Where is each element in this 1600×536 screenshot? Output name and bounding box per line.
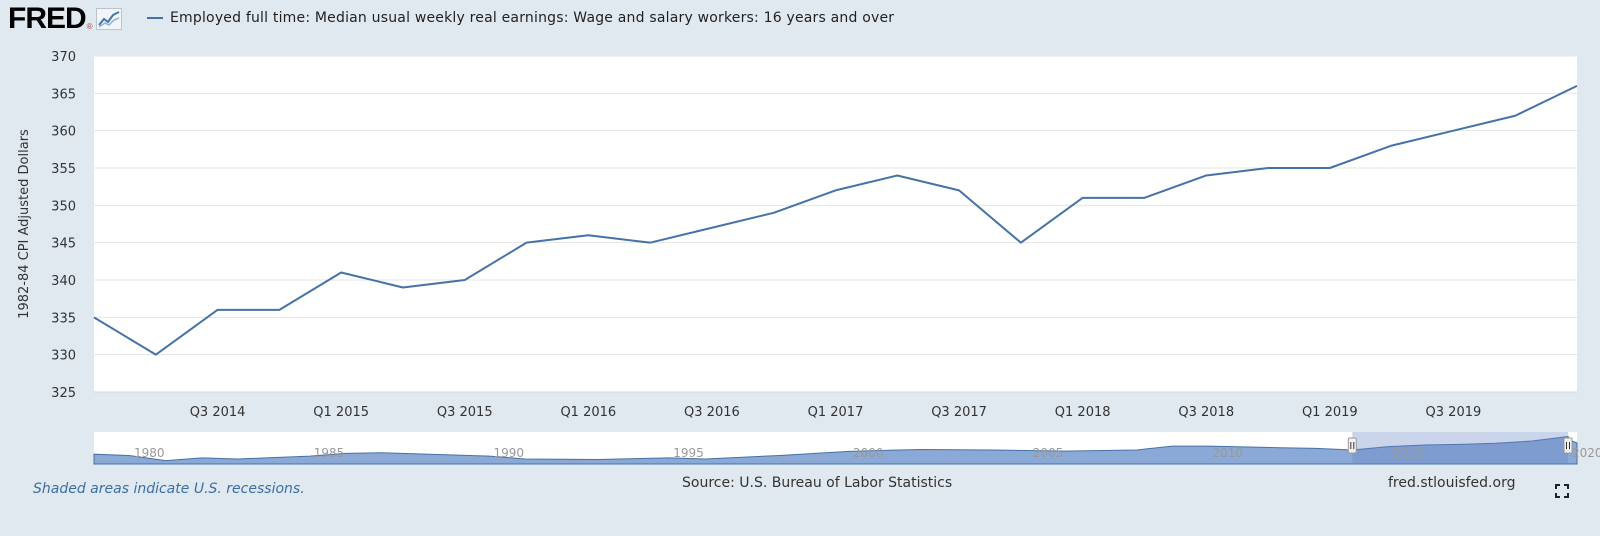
x-axis-ticks: Q3 2014 Q1 2015 Q3 2015 Q1 2016 Q3 2016 Q1 20…	[190, 405, 1482, 420]
x-tick-label: Q3 2017	[931, 405, 987, 420]
range-navigator[interactable]: 1980 1985 1990 1995 2000 2005 2010 2015 2020	[93, 432, 1600, 465]
series-line[interactable]	[93, 84, 1578, 356]
x-tick-label: Q1 2018	[1055, 405, 1111, 420]
navigator-handle[interactable]	[1563, 437, 1573, 454]
y-tick-label: 355	[51, 162, 76, 177]
plot-background	[94, 56, 1577, 392]
navigator-year-label: 1985	[314, 446, 345, 460]
y-tick-label: 325	[51, 386, 76, 401]
recession-note: Shaded areas indicate U.S. recessions.	[33, 481, 305, 497]
y-tick-label: 335	[51, 311, 76, 326]
chart-area: 325 330 335 340 345 350 355 360 365 370 Q3 2014 Q1…	[17, 50, 1600, 465]
chart-header: FRED ® Employed full time: Median usual …	[0, 0, 1600, 40]
fullscreen-icon[interactable]	[1555, 484, 1569, 498]
gridlines	[94, 55, 1577, 393]
navigator-year-label: 2020	[1572, 446, 1600, 460]
x-tick-label: Q1 2017	[808, 405, 864, 420]
x-tick-label: Q3 2019	[1426, 405, 1482, 420]
chart-legend[interactable]: Employed full time: Median usual weekly …	[147, 10, 894, 26]
y-axis-label: 1982-84 CPI Adjusted Dollars	[17, 129, 32, 319]
navigator-year-label: 1995	[673, 446, 704, 460]
y-axis-ticks: 325 330 335 340 345 350 355 360 365 370	[51, 50, 76, 401]
navigator-handle[interactable]	[1347, 437, 1357, 454]
y-tick-label: 330	[51, 349, 76, 364]
x-tick-label: Q3 2016	[684, 405, 740, 420]
y-tick-label: 365	[51, 87, 76, 102]
registered-mark: ®	[86, 22, 93, 31]
navigator-year-label: 1990	[493, 446, 524, 460]
series-group	[93, 84, 1578, 356]
y-tick-label: 350	[51, 199, 76, 214]
x-tick-label: Q1 2019	[1302, 405, 1358, 420]
site-link[interactable]: fred.stlouisfed.org	[1388, 475, 1516, 491]
logo-text: FRED	[8, 2, 87, 35]
navigator-year-label: 2015	[1392, 446, 1423, 460]
navigator-year-label: 2000	[853, 446, 884, 460]
legend-series-label: Employed full time: Median usual weekly …	[170, 10, 895, 26]
x-tick-label: Q3 2015	[437, 405, 493, 420]
x-tick-label: Q1 2016	[560, 405, 616, 420]
y-tick-label: 340	[51, 274, 76, 289]
x-tick-label: Q1 2015	[313, 405, 369, 420]
navigator-year-label: 2010	[1212, 446, 1243, 460]
x-tick-label: Q3 2014	[190, 405, 246, 420]
navigator-selection[interactable]	[1352, 432, 1569, 464]
navigator-year-label: 1980	[134, 446, 165, 460]
source-text: Source: U.S. Bureau of Labor Statistics	[682, 475, 953, 491]
y-tick-label: 360	[51, 125, 76, 140]
navigator-year-label: 2005	[1033, 446, 1064, 460]
y-tick-label: 345	[51, 237, 76, 252]
navigator-series-area	[93, 436, 1578, 465]
x-tick-label: Q3 2018	[1178, 405, 1234, 420]
y-tick-label: 370	[51, 50, 76, 65]
line-graph-icon	[95, 8, 122, 30]
legend-swatch	[147, 17, 163, 19]
fred-logo[interactable]: FRED ®	[8, 2, 122, 36]
